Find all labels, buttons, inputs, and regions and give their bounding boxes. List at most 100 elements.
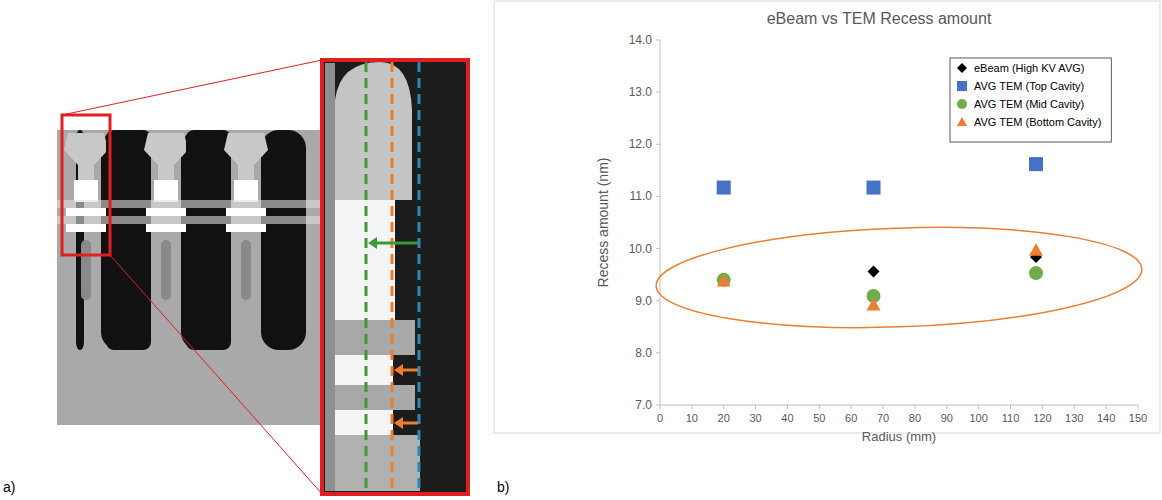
dashed-guide [391, 62, 394, 492]
data-point [717, 273, 731, 287]
dashed-guide [418, 62, 421, 492]
data-point [1029, 243, 1043, 256]
y-tick [656, 144, 660, 145]
cavity [66, 208, 106, 216]
pillar-stem [161, 240, 171, 300]
legend-label: AVG TEM (Bottom Cavity) [974, 116, 1101, 128]
x-tick [787, 405, 788, 409]
data-point [868, 266, 880, 278]
chart-title: eBeam vs TEM Recess amount [767, 10, 992, 27]
y-tick [656, 196, 660, 197]
x-tick [819, 405, 820, 409]
pillar-stem [81, 240, 91, 300]
pillar-stem [241, 240, 251, 300]
cavity [74, 180, 98, 202]
x-tick-label: 30 [749, 412, 761, 424]
zoom-line [62, 60, 322, 115]
data-point [867, 181, 881, 195]
y-tick-label: 9.0 [635, 294, 652, 308]
legend-marker [957, 81, 967, 91]
y-tick [656, 92, 660, 93]
x-tick-label: 0 [657, 412, 663, 424]
trench [186, 130, 231, 350]
data-point [717, 181, 731, 195]
annotation-ellipse [654, 220, 1143, 336]
cavity [146, 224, 186, 232]
legend: eBeam (High KV AVG)AVG TEM (Top Cavity)A… [950, 58, 1111, 142]
y-tick-label: 14.0 [629, 33, 653, 47]
cavity [154, 180, 178, 202]
figure: eBeam vs TEM Recess amount7.08.09.010.01… [0, 0, 1162, 500]
x-tick-label: 10 [686, 412, 698, 424]
x-tick [978, 405, 979, 409]
x-tick [660, 405, 661, 409]
x-tick [1074, 405, 1075, 409]
x-tick [1010, 405, 1011, 409]
pillar-cap [144, 133, 188, 180]
x-tick-label: 70 [877, 412, 889, 424]
inset-cap [335, 62, 412, 200]
x-tick [883, 405, 884, 409]
legend-box [950, 58, 1111, 142]
y-tick-label: 12.0 [629, 137, 653, 151]
inset-background [322, 60, 468, 494]
panel-label: b) [497, 479, 509, 495]
cavity [226, 224, 266, 232]
y-tick [656, 405, 660, 406]
y-tick [656, 352, 660, 353]
x-tick [851, 405, 852, 409]
trench [261, 130, 306, 350]
arrow-head [394, 417, 403, 429]
dashed-guide [365, 62, 368, 492]
tem-background [57, 110, 320, 425]
arrow [401, 422, 418, 425]
chart-frame [494, 1, 1160, 433]
x-tick-label: 150 [1129, 412, 1147, 424]
inset-left-edge [325, 63, 335, 491]
x-tick-label: 120 [1033, 412, 1051, 424]
x-tick-label: 50 [813, 412, 825, 424]
zoom-frame [62, 115, 110, 255]
inset-cavity [335, 410, 393, 435]
x-tick [946, 405, 947, 409]
arrow-head [368, 237, 377, 249]
x-axis-title: Radius (mm) [862, 429, 936, 444]
inset-layer [335, 435, 420, 491]
inset-layer [335, 320, 415, 355]
cavity [234, 180, 258, 202]
x-tick-label: 90 [941, 412, 953, 424]
panel-b: eBeam vs TEM Recess amount7.08.09.010.01… [494, 1, 1160, 444]
y-tick-label: 10.0 [629, 242, 653, 256]
x-tick-label: 110 [1002, 412, 1020, 424]
x-axis-line [660, 405, 1138, 406]
inset-layer [335, 385, 415, 410]
legend-marker [957, 117, 967, 126]
data-point [1029, 157, 1043, 171]
inset-frame [322, 60, 468, 494]
x-tick [1138, 405, 1139, 409]
cavity [226, 208, 266, 216]
marks [717, 157, 1043, 310]
x-tick [691, 405, 692, 409]
data-point [717, 274, 731, 287]
inset-cavity [335, 355, 393, 385]
pillar-cap [64, 133, 108, 180]
tem-top-edge [57, 110, 320, 130]
y-axis-line [660, 40, 661, 405]
zoom-line [110, 255, 322, 494]
zoom-inset [322, 60, 468, 494]
panel-a [57, 60, 468, 494]
y-tick [656, 40, 660, 41]
legend-label: eBeam (High KV AVG) [974, 62, 1084, 74]
cavity [146, 208, 186, 216]
cavity [66, 224, 106, 232]
x-tick [1106, 405, 1107, 409]
x-tick-label: 130 [1065, 412, 1083, 424]
y-tick [656, 248, 660, 249]
legend-marker [957, 99, 967, 109]
x-tick-label: 140 [1097, 412, 1115, 424]
y-tick [656, 300, 660, 301]
x-tick [914, 405, 915, 409]
arrow [375, 242, 418, 245]
y-tick-label: 7.0 [635, 398, 652, 412]
